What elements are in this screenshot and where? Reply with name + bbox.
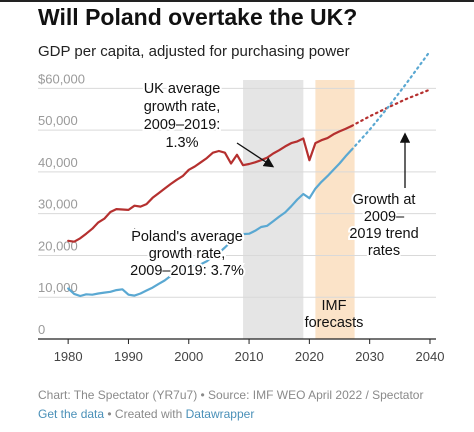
y-tick-label: 30,000	[38, 197, 78, 212]
annotation-3-line: rates	[368, 243, 400, 259]
annotation-3-line: 2009–	[364, 209, 405, 225]
y-tick-label: 40,000	[38, 155, 78, 170]
annotation-2-line: growth rate,	[149, 246, 226, 262]
created-with-text: • Created with	[104, 407, 186, 421]
annotation-1-line: 2009–2019:	[144, 117, 221, 133]
x-tick-label: 2030	[355, 349, 384, 364]
annotation-1-line: growth rate,	[144, 99, 221, 115]
y-tick-label: 10,000	[38, 280, 78, 295]
annotation-4-line: IMF	[322, 298, 347, 314]
x-tick-label: 1990	[114, 349, 143, 364]
uk-annotation-arrow	[236, 142, 275, 168]
top-rule	[0, 0, 474, 2]
annotation-3-line: Growth at	[353, 192, 416, 208]
shaded-band-1	[243, 80, 304, 339]
x-tick-label: 2040	[416, 349, 445, 364]
shaded-band-2	[315, 80, 355, 339]
uk-line-solid	[67, 124, 353, 243]
poland-line-solid	[67, 148, 353, 298]
get-data-link[interactable]: Get the data	[38, 407, 105, 421]
annotation-2-line: 2009–2019: 3.7%	[130, 263, 244, 279]
datawrapper-link[interactable]: Datawrapper	[185, 407, 255, 421]
x-tick-label: 2010	[235, 349, 264, 364]
annotation-2-line: Poland's average	[131, 229, 243, 245]
footer-links: Get the data • Created with Datawrapper	[38, 405, 423, 424]
poland-annotation-arrow	[133, 228, 149, 237]
chart-subtitle: GDP per capita, adjusted for purchasing …	[38, 43, 350, 60]
x-tick-label: 2020	[295, 349, 324, 364]
y-tick-label: $60,000	[38, 71, 85, 86]
y-tick-label: 0	[38, 322, 45, 337]
annotation-4-line: forecasts	[305, 315, 364, 331]
chart-footer: Chart: The Spectator (YR7u7) • Source: I…	[38, 386, 423, 424]
annotation-1-line: UK average	[144, 81, 221, 97]
x-tick-label: 2000	[174, 349, 203, 364]
y-tick-label: 20,000	[38, 238, 78, 253]
source-line: Chart: The Spectator (YR7u7) • Source: I…	[38, 388, 424, 402]
annotation-3-line: 2019 trend	[349, 226, 418, 242]
chart-title: Will Poland overtake the UK?	[38, 4, 358, 30]
uk-line-dotted	[350, 88, 432, 128]
annotation-1-line: 1.3%	[165, 135, 198, 151]
poland-line-dotted	[350, 50, 432, 151]
x-tick-label: 1980	[54, 349, 83, 364]
y-tick-label: 50,000	[38, 113, 78, 128]
